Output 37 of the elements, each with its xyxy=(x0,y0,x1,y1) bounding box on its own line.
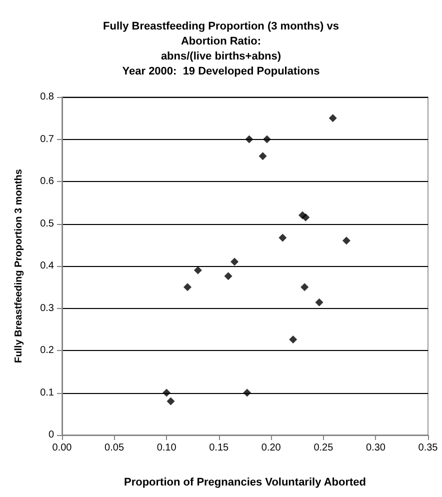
y-axis-title: Fully Breastfeeding Proportion 3 months xyxy=(14,168,24,363)
y-tick-label: 0 xyxy=(48,430,54,440)
x-tick-label: 0.25 xyxy=(314,442,334,454)
point xyxy=(258,152,267,160)
point xyxy=(230,258,239,266)
chart-title: Fully Breastfeeding Proportion (3 months) vs Abortion Ratio: abns/(live births+abns) Year 2000: 19 Developed Populations xyxy=(103,20,339,78)
point xyxy=(194,266,202,274)
point xyxy=(328,114,337,122)
x-tick-label: 0.00 xyxy=(52,442,72,454)
x-axis-title: Proportion of Pregnancies Voluntarily Aborted xyxy=(124,476,366,488)
x-tick-label: 0.15 xyxy=(209,442,230,454)
y-tick-label: 0.5 xyxy=(40,218,54,230)
point xyxy=(342,236,350,245)
point xyxy=(302,213,310,222)
y-tick-label: 0.4 xyxy=(40,260,54,272)
y-tick-label: 0.8 xyxy=(40,92,54,102)
point xyxy=(183,283,192,292)
x-tick-label: 0.20 xyxy=(261,442,282,454)
point xyxy=(166,397,175,406)
x-tick-label: 0.30 xyxy=(366,442,386,454)
y-tick-label: 0.2 xyxy=(40,345,54,356)
x-tick-label: 0.35 xyxy=(418,442,438,454)
y-tick-label: 0.6 xyxy=(40,176,54,187)
point xyxy=(243,388,252,397)
point xyxy=(245,135,254,144)
point xyxy=(224,272,232,280)
point xyxy=(162,388,171,397)
point xyxy=(278,234,287,242)
x-tick-label: 0.10 xyxy=(156,442,177,454)
point xyxy=(289,336,298,344)
y-tick-label: 0.1 xyxy=(40,387,54,398)
point xyxy=(300,283,309,292)
point xyxy=(262,135,271,144)
y-tick-label: 0.7 xyxy=(40,134,54,145)
point xyxy=(315,298,324,306)
x-tick-label: 0.05 xyxy=(104,442,124,454)
y-tick-label: 0.3 xyxy=(40,302,54,314)
